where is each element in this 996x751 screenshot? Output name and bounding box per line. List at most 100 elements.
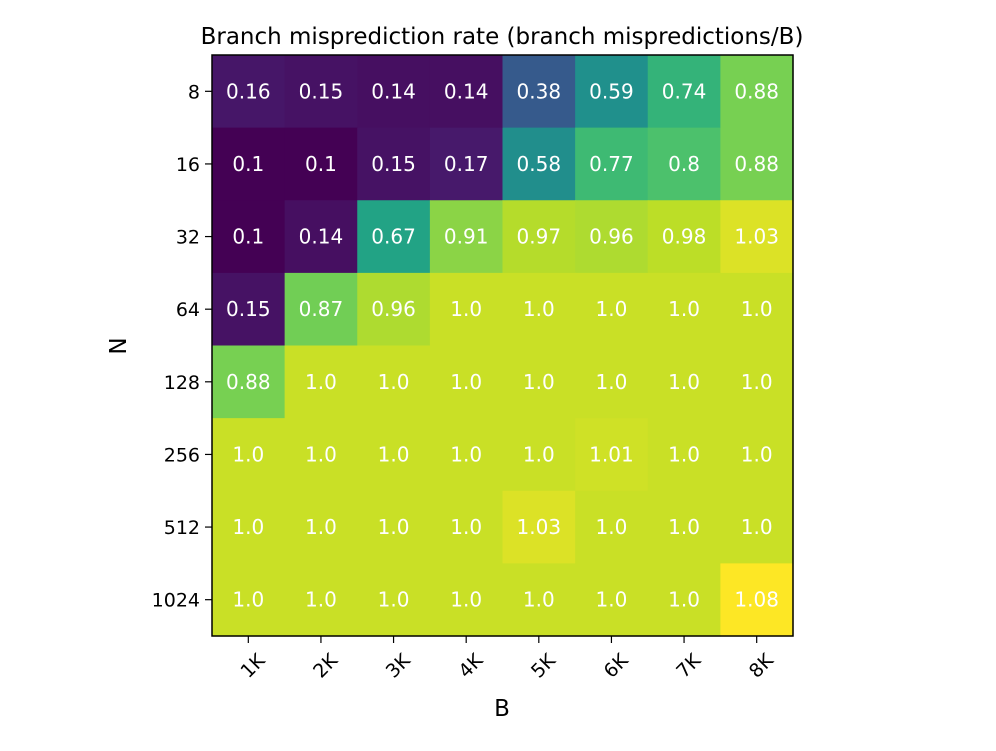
heatmap-cell [647,55,721,129]
heatmap-cell [502,272,576,347]
cell-value-label: 0.58 [517,152,562,176]
heatmap-cell [357,127,431,201]
heatmap-cell [575,418,649,492]
heatmap-cell [647,490,721,564]
cell-value-label: 1.0 [741,442,773,466]
heatmap-cell [284,345,358,419]
heatmap-cell [429,345,504,419]
cell-value-label: 0.1 [305,152,337,176]
heatmap-cell [502,200,576,274]
cell-value-label: 0.16 [226,79,271,103]
y-tick-label: 1024 [152,590,200,612]
x-tick-label: 5K [527,649,560,682]
heatmap-cell [212,345,286,419]
cell-value-label: 0.98 [662,225,707,249]
cell-value-label: 0.1 [232,225,264,249]
heatmap-cell [429,55,504,129]
heatmap-cell [357,490,431,564]
cell-value-label: 1.01 [589,442,634,466]
cell-value-label: 1.0 [450,297,482,321]
cell-labels: 0.16 0.15 0.14 0.14 0.38 0.59 0.74 0.88 0.1 0.1 0.… [226,79,779,611]
cell-value-label: 1.03 [517,515,562,539]
heatmap-cell [429,563,504,637]
cell-value-label: 1.0 [596,370,628,394]
cell-value-label: 0.88 [734,152,779,176]
y-axis-label: N [106,337,132,354]
cell-value-label: 1.0 [232,442,264,466]
heatmap-cell [357,200,431,274]
cell-value-label: 1.0 [668,588,700,612]
heatmap-cell [720,127,794,201]
heatmap-cell [720,490,794,564]
y-tick-label: 8 [188,81,200,103]
heatmap-cell [284,563,358,637]
heatmap-cells [212,55,794,637]
heatmap-cell [212,127,286,201]
cell-value-label: 1.03 [734,225,779,249]
cell-value-label: 1.0 [668,297,700,321]
heatmap-cell [502,127,576,201]
cell-value-label: 0.74 [662,79,707,103]
heatmap-cell [720,200,794,274]
cell-value-label: 1.0 [741,370,773,394]
heatmap-cell [647,563,721,637]
cell-value-label: 1.0 [668,370,700,394]
cell-value-label: 1.0 [450,588,482,612]
cell-value-label: 0.97 [517,225,562,249]
y-tick-label: 256 [164,444,200,466]
heatmap-cell [502,563,576,637]
cell-value-label: 0.59 [589,79,634,103]
heatmap-cell [720,55,794,129]
cell-value-label: 1.0 [596,588,628,612]
cell-value-label: 1.0 [378,442,410,466]
cell-value-label: 1.0 [232,588,264,612]
heatmap-cell [429,418,504,492]
heatmap-cell [212,418,286,492]
cell-value-label: 0.88 [734,79,779,103]
heatmap-cell [357,563,431,637]
heatmap-cell [429,490,504,564]
heatmap-cell [357,345,431,419]
cell-value-label: 0.91 [444,225,489,249]
x-tick-label: 4K [454,649,487,682]
y-tick-label: 512 [164,517,200,539]
y-axis-ticks: 8 16 32 64 128 256 512 1024 [152,81,212,612]
cell-value-label: 0.88 [226,370,271,394]
heatmap-cell [720,563,794,637]
heatmap-cell [212,490,286,564]
heatmap-cell [575,55,649,129]
heatmap-cell [647,345,721,419]
cell-value-label: 1.0 [596,515,628,539]
cell-value-label: 0.67 [371,225,416,249]
heatmap-cell [429,272,504,347]
heatmap-cell [575,345,649,419]
cell-value-label: 1.0 [378,515,410,539]
cell-value-label: 1.0 [741,515,773,539]
heatmap-cell [212,272,286,347]
heatmap-cell [429,200,504,274]
y-tick-label: 16 [176,154,200,176]
heatmap-cell [647,127,721,201]
heatmap-cell [720,345,794,419]
cell-value-label: 1.0 [523,588,555,612]
cell-value-label: 0.96 [589,225,634,249]
x-axis-label: B [494,696,510,722]
cell-value-label: 0.14 [444,79,489,103]
x-tick-label: 7K [672,649,705,682]
cell-value-label: 0.1 [232,152,264,176]
chart-title: Branch misprediction rate (branch mispre… [201,24,804,50]
heatmap-cell [212,200,286,274]
y-tick-label: 64 [176,299,200,321]
cell-value-label: 0.14 [371,79,416,103]
cell-value-label: 0.38 [517,79,562,103]
x-tick-label: 1K [237,649,270,682]
cell-value-label: 1.0 [523,297,555,321]
heatmap-cell [357,272,431,347]
heatmap-cell [647,272,721,347]
cell-value-label: 1.0 [450,515,482,539]
cell-value-label: 1.0 [305,370,337,394]
heatmap-cell [357,418,431,492]
cell-value-label: 1.0 [523,442,555,466]
